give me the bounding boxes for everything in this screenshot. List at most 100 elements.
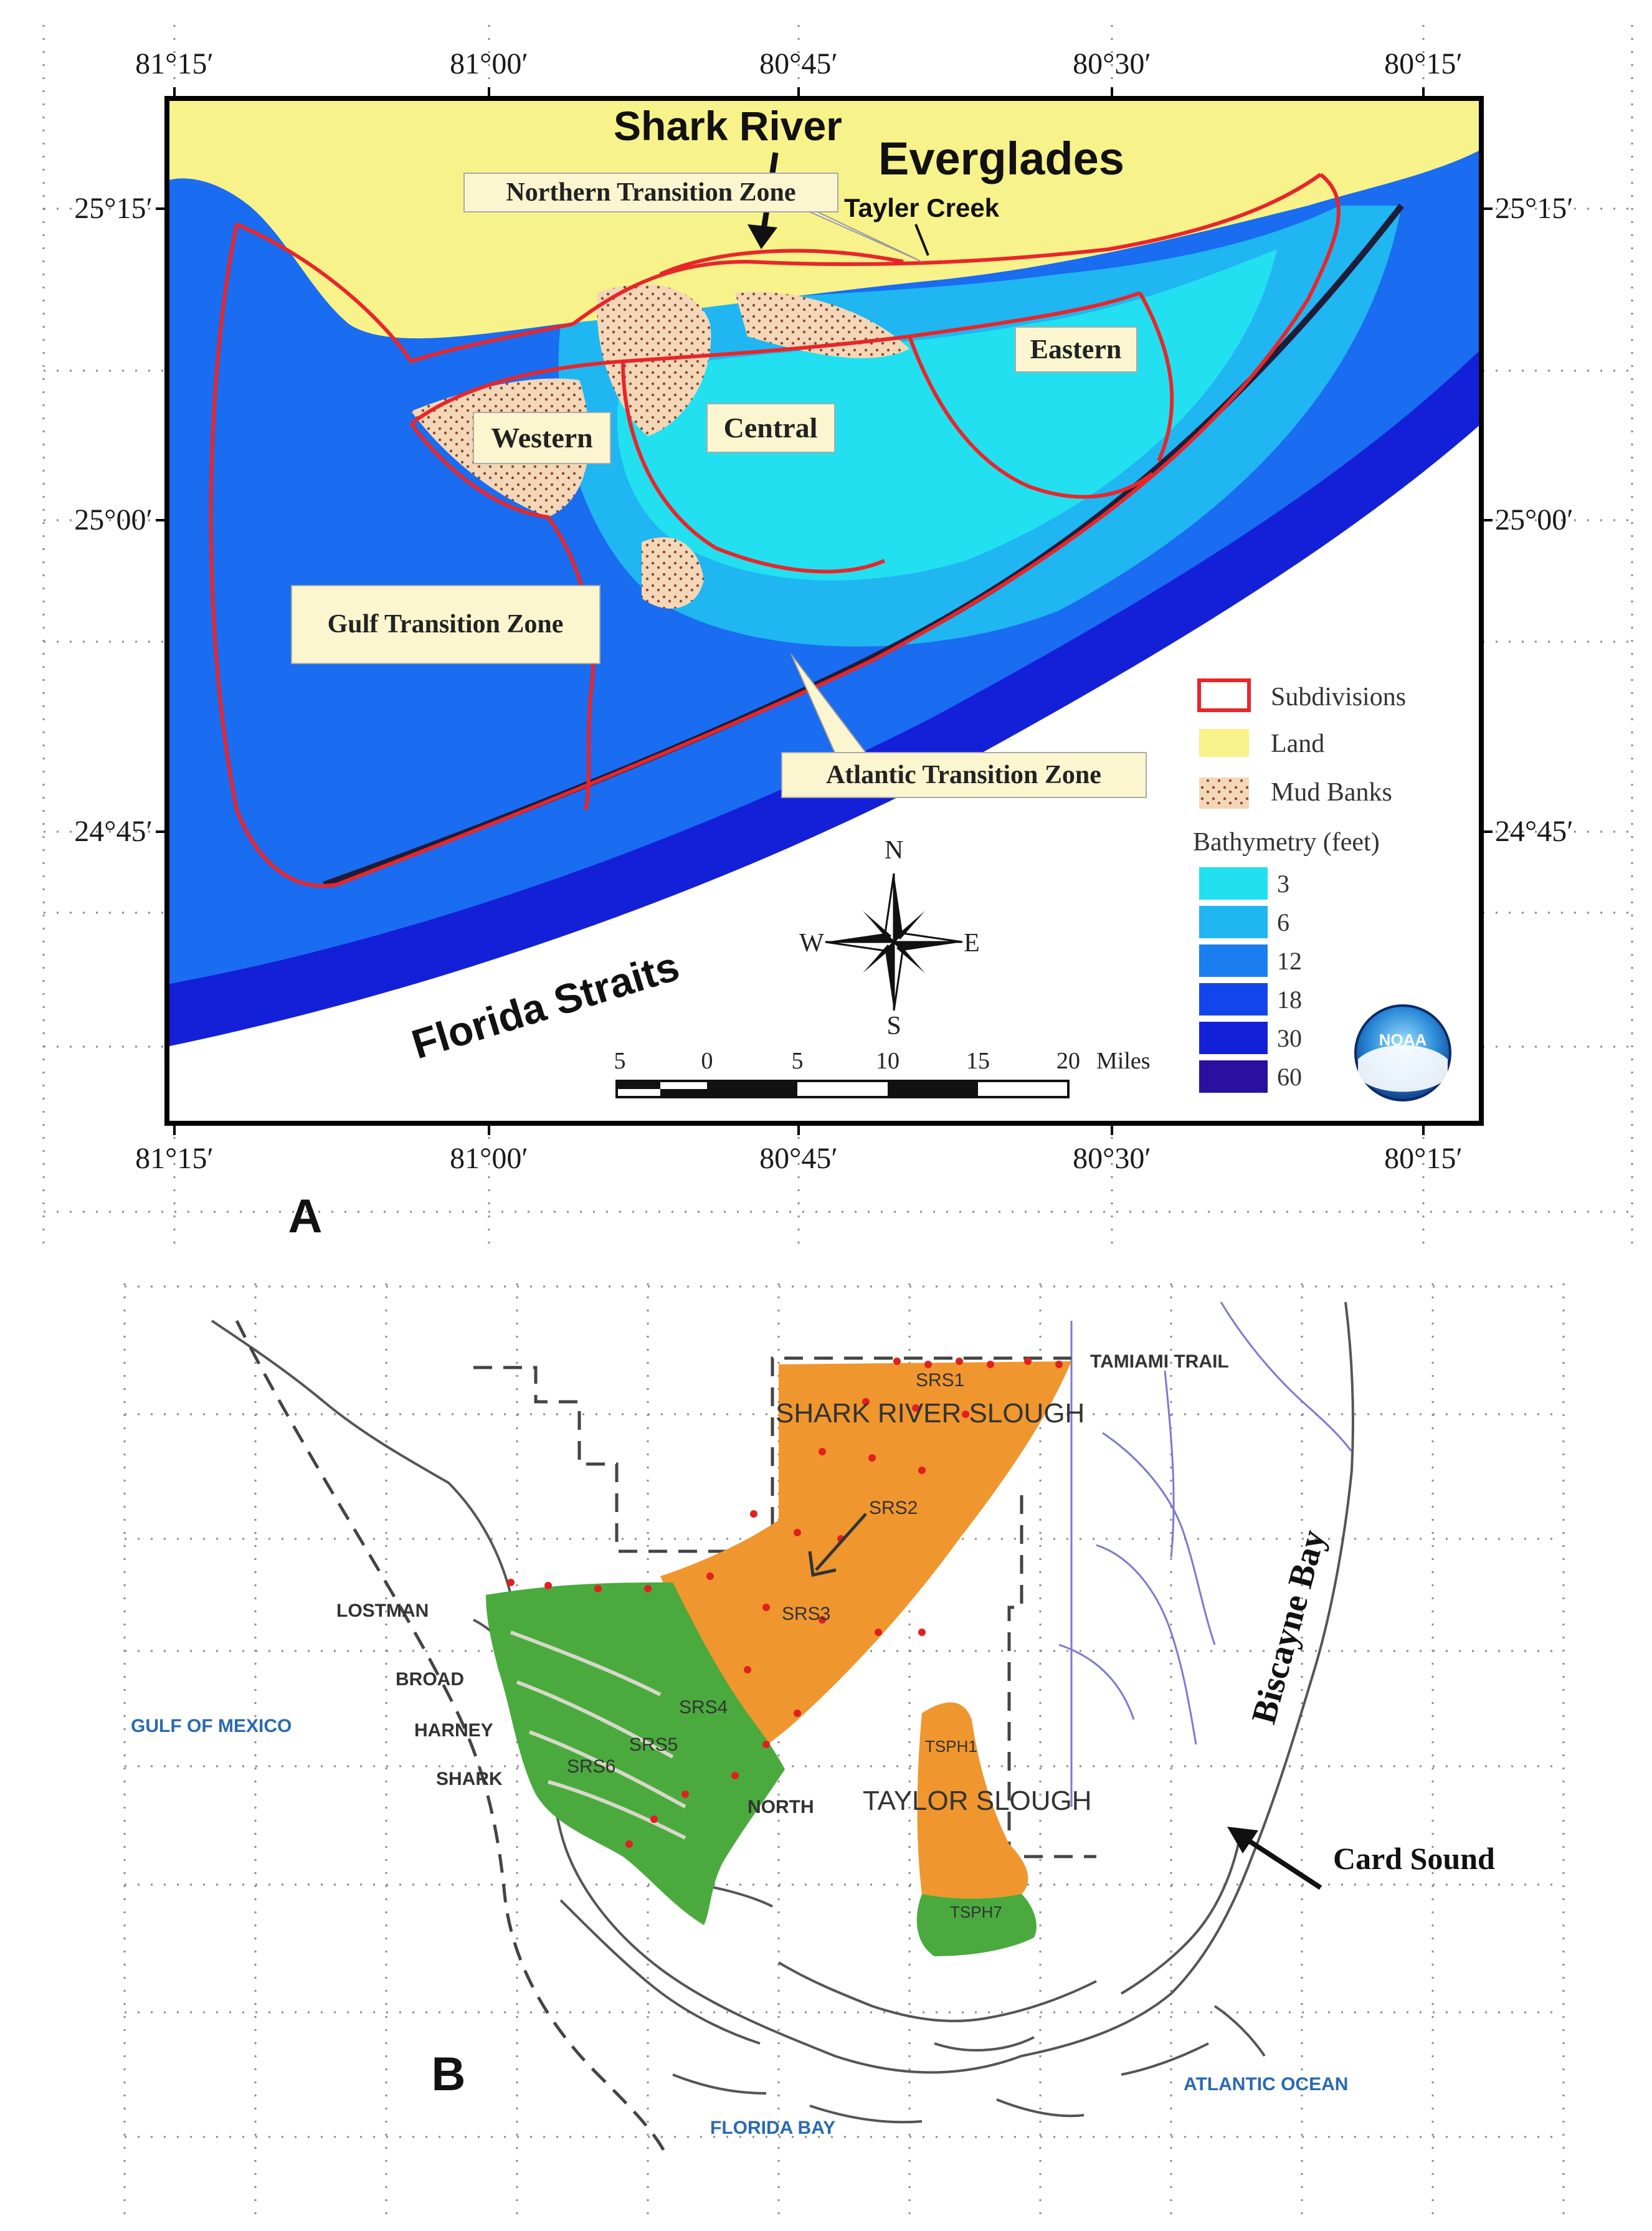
tsph1-label: TSPH1 — [925, 1737, 977, 1756]
bathymetry-label: 18 — [1277, 986, 1302, 1014]
lon-label-top: 80°15′ — [1384, 47, 1463, 80]
zone-label-eastern: Eastern — [1015, 326, 1137, 373]
compass-rose-icon — [825, 873, 963, 1011]
bathymetry-swatch — [1199, 906, 1268, 938]
western-label: Western — [491, 422, 593, 454]
bathymetry-swatch — [1199, 867, 1268, 900]
srs6-label: SRS6 — [567, 1756, 615, 1777]
shark-river-arrowhead — [748, 224, 777, 249]
legend-subdivisions: Subdivisions — [1271, 683, 1406, 711]
taylor-slough-area — [917, 1702, 1028, 1899]
srs1-label: SRS1 — [916, 1370, 964, 1391]
card-sound-arrowhead — [1227, 1827, 1258, 1853]
bathymetry-label: 3 — [1277, 870, 1289, 898]
srs4-label: SRS4 — [679, 1697, 728, 1718]
lon-label-bottom: 80°15′ — [1384, 1142, 1463, 1175]
lon-label-top: 81°00′ — [450, 47, 528, 80]
srs-flow-arrow — [815, 1513, 867, 1571]
shark-river-slough-area — [660, 1361, 1071, 1757]
station-dots — [507, 1358, 1063, 1848]
bathymetry-label: 30 — [1277, 1024, 1302, 1052]
mud-bank-central — [642, 537, 704, 609]
lat-label-right: 25°15′ — [1495, 192, 1574, 225]
compass-n-label: N — [885, 836, 903, 865]
central-label: Central — [724, 412, 818, 444]
park-boundary — [235, 1320, 1096, 2157]
legend: Subdivisions Land Mud Banks Bathymetry (… — [1193, 678, 1406, 1093]
map-frame-a — [164, 96, 1484, 1126]
lat-label-right: 24°45′ — [1495, 815, 1574, 848]
lon-label-top: 81°15′ — [135, 47, 214, 80]
lon-label-bottom: 80°45′ — [759, 1142, 838, 1175]
taylor-slough-mangrove — [916, 1894, 1037, 1956]
zone-label-gulf: Gulf Transition Zone — [291, 585, 601, 664]
compass-w-label: W — [799, 929, 824, 958]
panel-a-label: A — [288, 1190, 323, 1243]
bathymetry-label: 60 — [1277, 1063, 1302, 1091]
bathymetry-swatch — [1199, 944, 1268, 977]
eastern-label: Eastern — [1030, 334, 1122, 364]
northern-transition-zone-label: Northern Transition Zone — [506, 178, 795, 207]
biscayne-bay-label: Biscayne Bay — [1245, 1526, 1333, 1728]
mangrove-channels — [510, 1630, 686, 1840]
noaa-logo: NOAA — [1354, 1004, 1451, 1101]
scale-bar: 5 0 5 10 15 20 Miles — [614, 1048, 1151, 1098]
harney-label: HARNEY — [414, 1720, 493, 1741]
shark-river-slough-label: SHARK RIVER SLOUGH — [776, 1398, 1085, 1429]
lostman-label: LOSTMAN — [336, 1601, 429, 1621]
legend-bathymetry-title: Bathymetry (feet) — [1193, 828, 1380, 857]
atlantic-ocean-label: ATLANTIC OCEAN — [1184, 2074, 1348, 2095]
srs3-label: SRS3 — [782, 1604, 830, 1624]
lat-label-left: 25°15′ — [74, 192, 153, 225]
scale-unit-label: Miles — [1096, 1048, 1151, 1074]
scale-tick-label: 5 — [792, 1048, 804, 1074]
tamiami-trail-label: TAMIAMI TRAIL — [1090, 1351, 1229, 1372]
lon-label-bottom: 80°30′ — [1073, 1142, 1151, 1175]
scale-tick-label: 0 — [701, 1048, 713, 1074]
scale-tick-label: 10 — [876, 1048, 900, 1074]
legend-mud-banks: Mud Banks — [1271, 778, 1392, 807]
no-data-area — [167, 424, 1481, 1123]
panel-b-label: B — [432, 2048, 466, 2101]
lat-label-left: 25°00′ — [74, 503, 153, 536]
atlantic-transition-zone-label: Atlantic Transition Zone — [826, 761, 1101, 789]
scale-tick-label: 20 — [1056, 1048, 1080, 1074]
panel-a-map: 81°15′ 81°00′ 80°45′ 80°30′ 80°15′ 81°15… — [42, 25, 1633, 1246]
bathymetry-swatch — [1199, 983, 1268, 1016]
florida-bay-label: FLORIDA BAY — [710, 2118, 835, 2138]
tayler-creek-pointer — [914, 224, 929, 256]
compass-s-label: S — [886, 1012, 901, 1040]
bathymetry-label: 6 — [1277, 908, 1289, 936]
tsph7-label: TSPH7 — [950, 1903, 1002, 1921]
panel-b-map: TAMIAMI TRAIL SHARK RIVER SLOUGH SRS1 SR… — [123, 1283, 1565, 2218]
scale-tick-label: 5 — [614, 1048, 626, 1074]
lon-label-top: 80°30′ — [1073, 47, 1151, 80]
gulf-of-mexico-label: GULF OF MEXICO — [131, 1716, 292, 1736]
zone-label-atlantic: Atlantic Transition Zone — [781, 654, 1147, 798]
card-sound-arrow — [1238, 1832, 1322, 1890]
shark-label: SHARK — [436, 1769, 503, 1789]
zone-label-western: Western — [473, 412, 611, 464]
lon-label-bottom: 81°15′ — [135, 1142, 214, 1175]
srs-flow-arrowhead — [808, 1551, 837, 1577]
lat-label-left: 24°45′ — [74, 815, 153, 848]
zone-label-central: Central — [706, 403, 835, 453]
lon-label-bottom: 81°00′ — [450, 1142, 528, 1175]
noaa-logo-text: NOAA — [1379, 1030, 1427, 1049]
subdivision-outlines — [209, 173, 1341, 888]
lat-label-right: 25°00′ — [1495, 503, 1574, 536]
tayler-creek-label: Tayler Creek — [844, 193, 1000, 222]
srs2-label: SRS2 — [869, 1498, 918, 1518]
lon-label-top: 80°45′ — [759, 47, 838, 80]
north-label: NORTH — [748, 1797, 814, 1817]
frame-ticks — [156, 87, 1493, 1135]
bathymetry-swatch — [1199, 1022, 1268, 1054]
gulf-transition-zone-label: Gulf Transition Zone — [328, 610, 564, 639]
zone-label-northern: Northern Transition Zone — [463, 173, 923, 262]
scale-tick-label: 15 — [966, 1048, 990, 1074]
card-sound-label: Card Sound — [1333, 1841, 1495, 1876]
mangrove-area-west — [486, 1582, 785, 1925]
legend-land: Land — [1271, 730, 1324, 758]
compass-e-label: E — [964, 929, 980, 958]
taylor-slough-label: TAYLOR SLOUGH — [863, 1786, 1092, 1816]
